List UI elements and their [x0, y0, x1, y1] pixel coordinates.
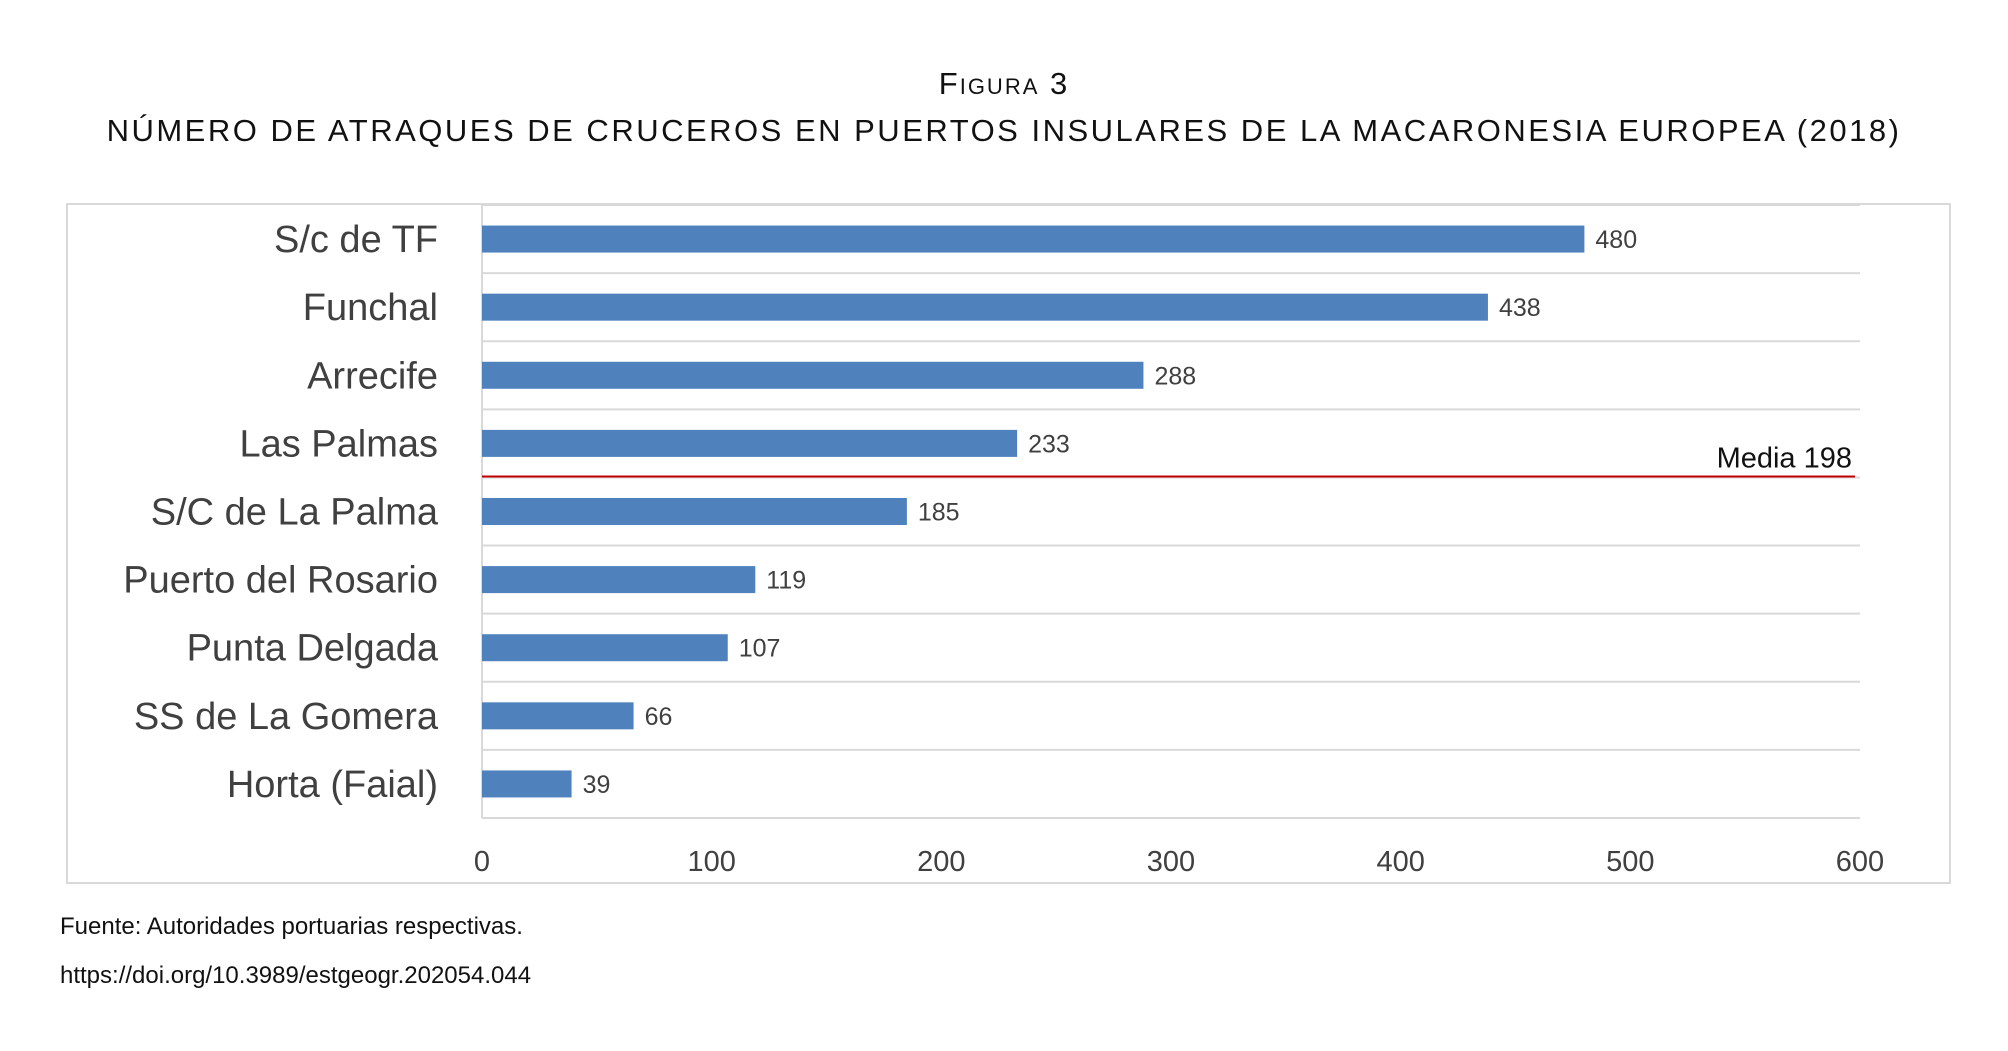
bar	[482, 634, 728, 662]
category-label: Puerto del Rosario	[123, 560, 438, 602]
x-tick-label: 300	[1147, 846, 1195, 878]
data-label: 288	[1154, 362, 1196, 390]
bar	[482, 293, 1488, 321]
data-label: 119	[766, 567, 806, 595]
data-label: 438	[1499, 294, 1541, 322]
chart-title: NÚMERO DE ATRAQUES DE CRUCEROS EN PUERTO…	[106, 113, 1902, 148]
bar	[482, 702, 634, 730]
category-label: S/C de La Palma	[151, 492, 439, 534]
bar-chart: S/c de TF 480 Funchal 438 Arrecife 288 Las Pal…	[123, 204, 1884, 878]
category-label: SS de La Gomera	[134, 696, 439, 738]
bar	[482, 770, 572, 798]
category-label: Funchal	[303, 287, 438, 329]
bar	[482, 225, 1585, 253]
bar	[482, 566, 756, 594]
category-label: Punta Delgada	[187, 628, 439, 670]
category-label: Horta (Faial)	[227, 764, 438, 806]
x-tick-label: 0	[474, 846, 490, 878]
category-label: Arrecife	[307, 355, 438, 397]
data-label: 480	[1595, 226, 1637, 254]
source-note: Fuente: Autoridades portuarias respectiv…	[60, 913, 523, 940]
bar	[482, 361, 1144, 389]
category-label: S/c de TF	[274, 219, 438, 261]
x-tick-label: 200	[917, 846, 965, 878]
data-label: 107	[739, 635, 781, 663]
data-label: 39	[583, 771, 611, 799]
data-label: 233	[1028, 430, 1070, 458]
category-label: Las Palmas	[239, 423, 438, 465]
doi-link[interactable]: https://doi.org/10.3989/estgeogr.202054.…	[60, 962, 532, 989]
figure-label: Figura 3	[938, 66, 1070, 101]
data-label: 185	[918, 499, 960, 527]
bar	[482, 429, 1018, 457]
x-tick-label: 600	[1836, 846, 1884, 878]
x-tick-label: 100	[687, 846, 735, 878]
bar	[482, 498, 907, 525]
data-label: 66	[645, 703, 673, 731]
mean-label: Media 198	[1717, 442, 1852, 474]
x-tick-label: 400	[1376, 846, 1424, 878]
x-tick-label: 500	[1606, 846, 1654, 878]
